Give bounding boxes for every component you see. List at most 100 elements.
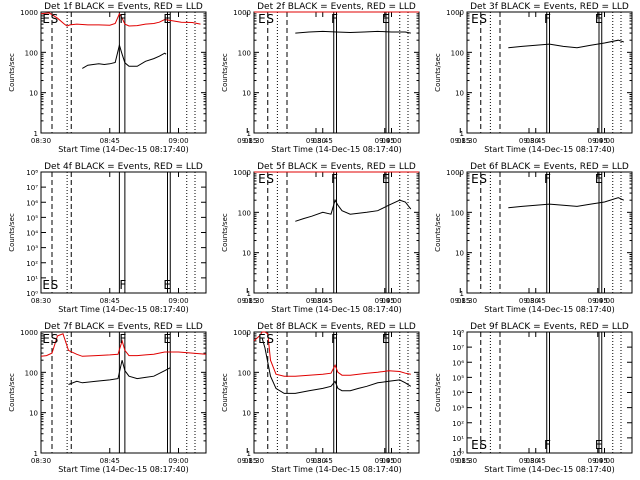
panel-det-3: Det 3f BLACK = Events, RED = LLD 1 10 100 10… <box>434 2 633 154</box>
event-marker-e: E <box>258 172 266 186</box>
panel-det-2: Det 2f BLACK = Events, RED = LLD11010010… <box>221 2 608 154</box>
event-marker-s: S <box>51 278 59 292</box>
event-marker-f: F <box>544 438 551 452</box>
x-axis-label: Start Time (14-Dec-15 08:17:40) <box>58 305 189 314</box>
event-marker-s: S <box>266 332 274 346</box>
y-tick-label: 1000 <box>233 329 251 337</box>
x-tick-label: 08:45 <box>313 137 333 145</box>
panel-title: Det 5f BLACK = Events, RED = LLD <box>257 162 416 172</box>
y-tick-label: 100 <box>238 209 251 217</box>
y-tick-label: 10³ <box>452 405 464 413</box>
event-marker-s: S <box>266 172 274 186</box>
event-marker-e: E <box>382 172 390 186</box>
event-marker-s: S <box>266 12 274 26</box>
event-marker-e: E <box>471 438 479 452</box>
panel-det-6: Det 6f BLACK = Events, RED = LLD 1 10 100 10… <box>434 162 633 314</box>
event-marker-e: E <box>471 12 479 26</box>
events-series-line <box>68 360 171 385</box>
y-tick-label: 10⁰ <box>26 290 38 298</box>
events-series-line <box>508 197 625 209</box>
y-tick-label: 1 <box>247 130 251 138</box>
y-axis-label: Counts/sec <box>8 53 16 92</box>
event-marker-e: E <box>595 12 603 26</box>
x-tick-label: 09:00 <box>594 137 614 145</box>
event-marker-s: S <box>479 438 487 452</box>
plot-frame <box>40 11 207 134</box>
x-axis-label: Start Time (14-Dec-15 08:17:40) <box>271 305 402 314</box>
event-marker-s: S <box>51 332 59 346</box>
x-tick-label: 08:30 <box>244 457 264 465</box>
y-tick-label: 10 <box>455 250 464 258</box>
y-tick-label: 10 <box>242 250 251 258</box>
y-axis-label: Counts/sec <box>221 53 229 92</box>
y-tick-label: 1 <box>247 450 251 458</box>
panel-title: Det 7f BLACK = Events, RED = LLD <box>44 322 203 332</box>
y-tick-label: 1 <box>460 290 464 298</box>
y-tick-label: 10 <box>29 90 38 98</box>
lld-series-line <box>40 333 207 357</box>
y-tick-label: 10 <box>455 90 464 98</box>
x-tick-label: 08:30 <box>244 297 264 305</box>
x-tick-label: 08:30 <box>31 297 51 305</box>
event-marker-f: F <box>119 278 126 292</box>
x-tick-label: 09:00 <box>168 457 188 465</box>
panel-det-1: Det 1f BLACK = Events, RED = LLD11010010… <box>8 2 395 154</box>
x-axis-label: Start Time (14-Dec-15 08:17:40) <box>58 145 189 154</box>
event-marker-e: E <box>471 172 479 186</box>
x-tick-label: 09:45 <box>375 297 395 305</box>
event-marker-f: F <box>331 12 338 26</box>
x-tick-label: 09:30 <box>306 457 326 465</box>
x-tick-label: 08:45 <box>313 297 333 305</box>
x-tick-label: 09:15 <box>237 137 257 145</box>
panel-title: Det 9f BLACK = Events, RED = LLD <box>470 322 629 332</box>
x-tick-label: 08:45 <box>526 137 546 145</box>
x-tick-label: 09:30 <box>519 297 539 305</box>
events-series-line <box>295 198 412 222</box>
x-tick-label: 09:15 <box>450 297 470 305</box>
x-tick-label: 09:00 <box>594 297 614 305</box>
panel-title: Det 8f BLACK = Events, RED = LLD <box>257 322 416 332</box>
event-marker-f: F <box>544 172 551 186</box>
x-tick-label: 08:30 <box>457 457 477 465</box>
event-marker-e: E <box>595 172 603 186</box>
y-tick-label: 1000 <box>446 9 464 17</box>
event-marker-e: E <box>163 332 171 346</box>
panel-det-9: Det 9f BLACK = Events, RED = LLD 10⁰ 10¹ 10… <box>434 322 633 474</box>
x-tick-label: 09:15 <box>237 297 257 305</box>
y-tick-label: 10¹ <box>26 275 38 283</box>
panel-det-7: Det 7f BLACK = Events, RED = LLD11010010… <box>8 322 395 474</box>
x-tick-label: 08:30 <box>457 297 477 305</box>
event-marker-f: F <box>544 12 551 26</box>
y-tick-label: 10⁶ <box>26 199 38 207</box>
y-axis-label: Counts/sec <box>8 213 16 252</box>
x-tick-label: 09:30 <box>519 457 539 465</box>
panel-title: Det 1f BLACK = Events, RED = LLD <box>44 2 203 12</box>
plot-frame <box>40 331 207 454</box>
y-axis-label: Counts/sec <box>434 213 442 252</box>
x-tick-label: 08:45 <box>100 297 120 305</box>
x-tick-label: 09:45 <box>375 137 395 145</box>
event-marker-e: E <box>382 332 390 346</box>
x-tick-label: 09:00 <box>381 137 401 145</box>
x-tick-label: 08:45 <box>313 457 333 465</box>
y-axis-label: Counts/sec <box>434 373 442 412</box>
y-tick-label: 100 <box>238 369 251 377</box>
events-series-line <box>82 43 167 69</box>
event-marker-s: S <box>479 172 487 186</box>
x-tick-label: 09:00 <box>168 137 188 145</box>
y-tick-label: 1000 <box>233 9 251 17</box>
x-tick-label: 09:15 <box>450 457 470 465</box>
events-series-line <box>508 39 624 49</box>
x-tick-label: 08:30 <box>31 457 51 465</box>
y-tick-label: 10³ <box>26 245 38 253</box>
y-tick-label: 10⁴ <box>26 230 38 238</box>
panel-det-4: Det 4f BLACK = Events, RED = LLD10⁰10¹10… <box>8 162 395 314</box>
y-tick-label: 10 <box>242 410 251 418</box>
x-tick-label: 08:30 <box>244 137 264 145</box>
y-tick-label: 1 <box>34 450 38 458</box>
event-marker-f: F <box>119 12 126 26</box>
x-axis-label: Start Time (14-Dec-15 08:17:40) <box>58 465 189 474</box>
event-marker-e: E <box>42 12 50 26</box>
y-tick-label: 10 <box>242 90 251 98</box>
event-marker-e: E <box>163 278 171 292</box>
